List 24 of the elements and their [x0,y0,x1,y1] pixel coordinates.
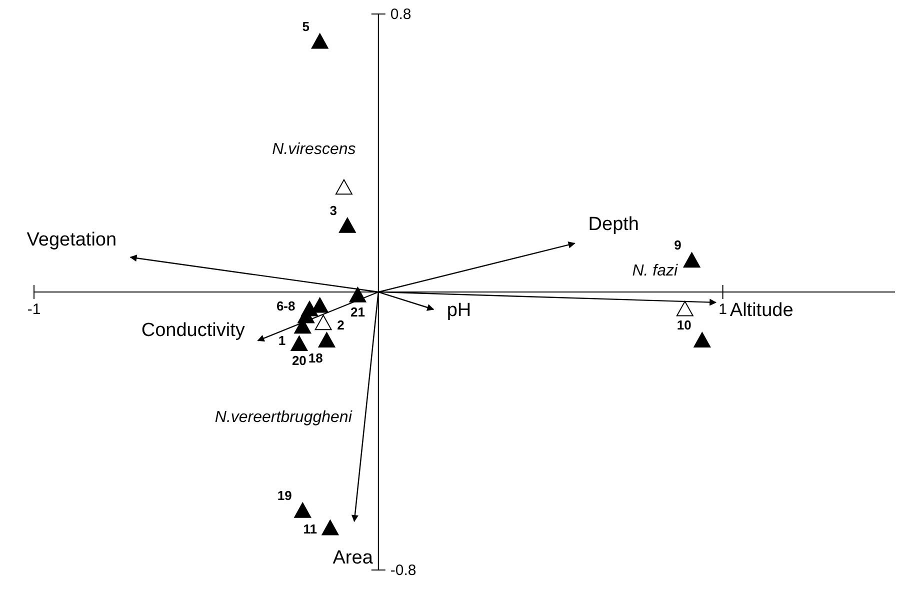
series-label: Area [332,547,374,568]
annotation: 9 [674,238,682,253]
series-label: Depth [588,214,639,235]
series-label: pH [446,300,472,321]
series-label: Altitude [730,300,794,321]
annotation: 2 [337,318,344,333]
series-label: Vegetation [26,229,117,250]
annotation: 6-8 [276,298,296,314]
annotation: 20 [292,353,306,368]
series-label: Conductivity [141,320,246,341]
annotation: 3 [330,202,338,218]
annotation: 18 [308,350,323,366]
y-tick-label: 0.8 [390,6,412,23]
annotation: 5 [302,18,310,34]
annotation: 1 [278,332,286,348]
annotation: N.virescens [272,140,356,158]
x-tick-label: -1 [27,301,41,318]
annotation: 10 [676,318,692,333]
y-tick-label: -0.8 [390,562,416,579]
annotation: 19 [277,488,292,503]
annotation: 11 [303,521,318,536]
annotation: 21 [350,304,365,320]
annotation: N. fazi [632,262,678,280]
annotation: N.vereertbruggheni [214,409,352,426]
